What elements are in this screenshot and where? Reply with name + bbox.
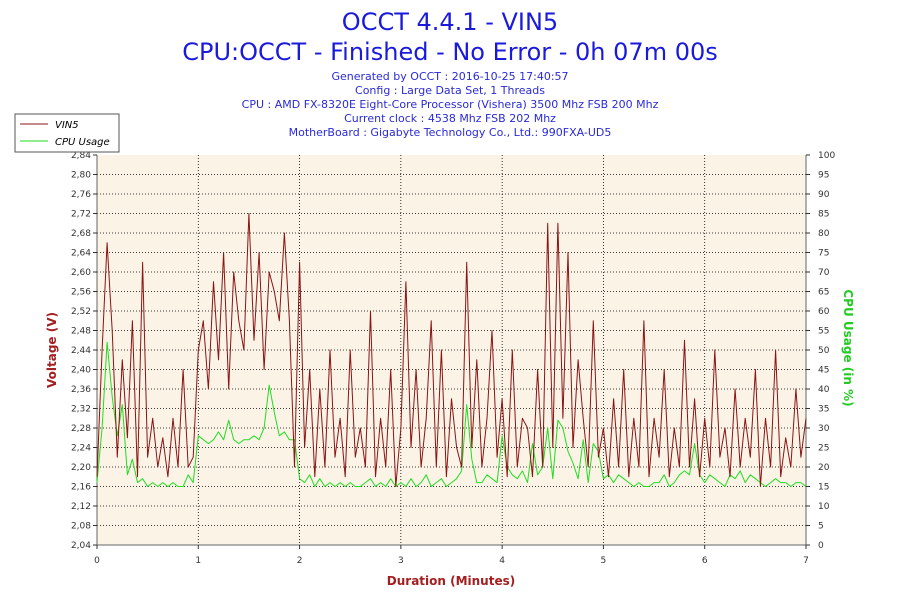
right-tick-label: 20 xyxy=(818,463,830,473)
left-tick-label: 2,76 xyxy=(71,190,91,200)
x-tick-label: 5 xyxy=(601,556,607,566)
right-tick-label: 100 xyxy=(818,151,835,161)
right-tick-label: 85 xyxy=(818,210,829,220)
x-axis-title: Duration (Minutes) xyxy=(387,574,515,588)
right-tick-label: 45 xyxy=(818,366,829,376)
left-tick-label: 2,04 xyxy=(71,541,91,551)
right-tick-label: 90 xyxy=(818,190,830,200)
y-axis-left-title: Voltage (V) xyxy=(45,312,59,388)
x-tick-label: 7 xyxy=(803,556,809,566)
left-tick-label: 2,80 xyxy=(71,171,91,181)
series-lines xyxy=(96,213,807,487)
y-axis-right-title: CPU Usage (in %) xyxy=(841,289,855,406)
right-tick-label: 80 xyxy=(818,229,830,239)
left-tick-label: 2,28 xyxy=(71,424,91,434)
x-tick-label: 6 xyxy=(702,556,708,566)
right-tick-label: 25 xyxy=(818,444,829,454)
right-tick-label: 60 xyxy=(818,307,830,317)
x-tick-label: 1 xyxy=(195,556,201,566)
left-tick-label: 2,12 xyxy=(71,502,91,512)
series-line-cpu-usage xyxy=(96,341,807,487)
left-tick-label: 2,20 xyxy=(71,463,91,473)
left-tick-label: 2,68 xyxy=(71,229,91,239)
info-motherboard: MotherBoard : Gigabyte Technology Co., L… xyxy=(289,126,612,139)
left-tick-label: 2,16 xyxy=(71,483,91,493)
left-tick-label: 2,64 xyxy=(71,249,91,259)
left-tick-label: 2,24 xyxy=(71,444,91,454)
left-tick-label: 2,32 xyxy=(71,405,91,415)
left-tick-label: 2,52 xyxy=(71,307,91,317)
right-tick-label: 55 xyxy=(818,327,829,337)
chart-title: OCCT 4.4.1 - VIN5 xyxy=(342,8,558,36)
info-config: Config : Large Data Set, 1 Threads xyxy=(355,84,545,97)
legend-box xyxy=(14,113,120,153)
right-tick-label: 40 xyxy=(818,385,830,395)
left-tick-label: 2,44 xyxy=(71,346,91,356)
left-tick-label: 2,72 xyxy=(71,210,91,220)
grid-lines xyxy=(97,155,806,545)
info-generated: Generated by OCCT : 2016-10-25 17:40:57 xyxy=(331,70,568,83)
series-line-vin5 xyxy=(96,213,807,487)
legend: VIN5 CPU Usage xyxy=(14,113,120,153)
info-clock: Current clock : 4538 Mhz FSB 202 Mhz xyxy=(344,112,556,125)
left-axis-ticks: 2,04 2,08 2,12 2,16 2,20 2,24 2,28 2,32 2,36 2,40… xyxy=(71,151,97,551)
legend-label-vin5: VIN5 xyxy=(55,120,79,131)
x-axis-ticks: 0 1 2 3 4 5 6 7 xyxy=(94,545,809,566)
right-tick-label: 95 xyxy=(818,171,829,181)
right-tick-label: 5 xyxy=(818,522,824,532)
right-axis-ticks: 0 5 10 15 20 25 30 35 40 45 50 55 60 65 70 75 80 85 90 95 10… xyxy=(806,151,835,551)
x-tick-label: 2 xyxy=(297,556,303,566)
right-tick-label: 50 xyxy=(818,346,830,356)
right-tick-label: 30 xyxy=(818,424,830,434)
x-tick-label: 4 xyxy=(499,556,505,566)
left-tick-label: 2,36 xyxy=(71,385,91,395)
left-tick-label: 2,40 xyxy=(71,366,91,376)
right-tick-label: 65 xyxy=(818,288,829,298)
chart-subtitle: CPU:OCCT - Finished - No Error - 0h 07m … xyxy=(182,38,718,66)
left-tick-label: 2,08 xyxy=(71,522,91,532)
right-tick-label: 0 xyxy=(818,541,824,551)
x-tick-label: 3 xyxy=(398,556,404,566)
right-tick-label: 15 xyxy=(818,483,829,493)
x-tick-label: 0 xyxy=(94,556,100,566)
right-tick-label: 35 xyxy=(818,405,829,415)
legend-label-cpu-usage: CPU Usage xyxy=(55,137,110,148)
left-tick-label: 2,56 xyxy=(71,288,91,298)
right-tick-label: 75 xyxy=(818,249,829,259)
left-tick-label: 2,60 xyxy=(71,268,91,278)
left-tick-label: 2,84 xyxy=(71,151,91,161)
info-cpu: CPU : AMD FX-8320E Eight-Core Processor … xyxy=(242,98,659,111)
right-tick-label: 10 xyxy=(818,502,830,512)
left-tick-label: 2,48 xyxy=(71,327,91,337)
right-tick-label: 70 xyxy=(818,268,830,278)
